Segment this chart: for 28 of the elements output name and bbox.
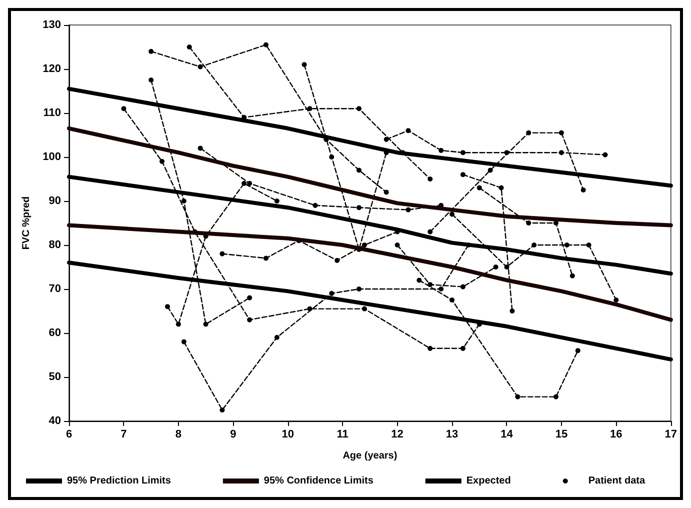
y-tick-label: 90: [48, 195, 61, 207]
y-tick-label: 40: [48, 415, 61, 427]
y-tick-label: 80: [48, 239, 61, 251]
x-tick-label: 17: [664, 428, 678, 440]
x-tick-label: 11: [336, 428, 348, 440]
legend-label: 95% Prediction Limits: [67, 476, 172, 486]
x-axis-title: Age (years): [342, 450, 398, 462]
y-tick-label: 110: [43, 107, 61, 119]
y-tick-label: 70: [48, 283, 61, 295]
x-tick-label: 12: [391, 428, 404, 440]
x-tick-label: 15: [555, 428, 568, 440]
legend-label: Expected: [466, 476, 511, 486]
x-tick-label: 13: [446, 428, 458, 440]
legend-label: Patient data: [588, 476, 646, 486]
x-tick-label: 6: [66, 428, 72, 440]
y-tick-label: 50: [48, 371, 61, 383]
legend-label: 95% Confidence Limits: [264, 476, 374, 486]
y-axis-title: FVC %pred: [21, 196, 32, 250]
y-tick-label: 60: [48, 327, 61, 339]
x-tick-label: 14: [500, 428, 514, 440]
x-tick-label: 8: [175, 428, 182, 440]
x-tick-label: 10: [282, 428, 294, 440]
x-tick-label: 16: [610, 428, 622, 440]
x-tick-label: 7: [120, 428, 127, 440]
y-tick-label: 100: [42, 151, 61, 163]
y-tick-label: 130: [42, 19, 61, 31]
y-tick-label: 120: [42, 63, 61, 75]
x-tick-label: 9: [230, 428, 236, 440]
